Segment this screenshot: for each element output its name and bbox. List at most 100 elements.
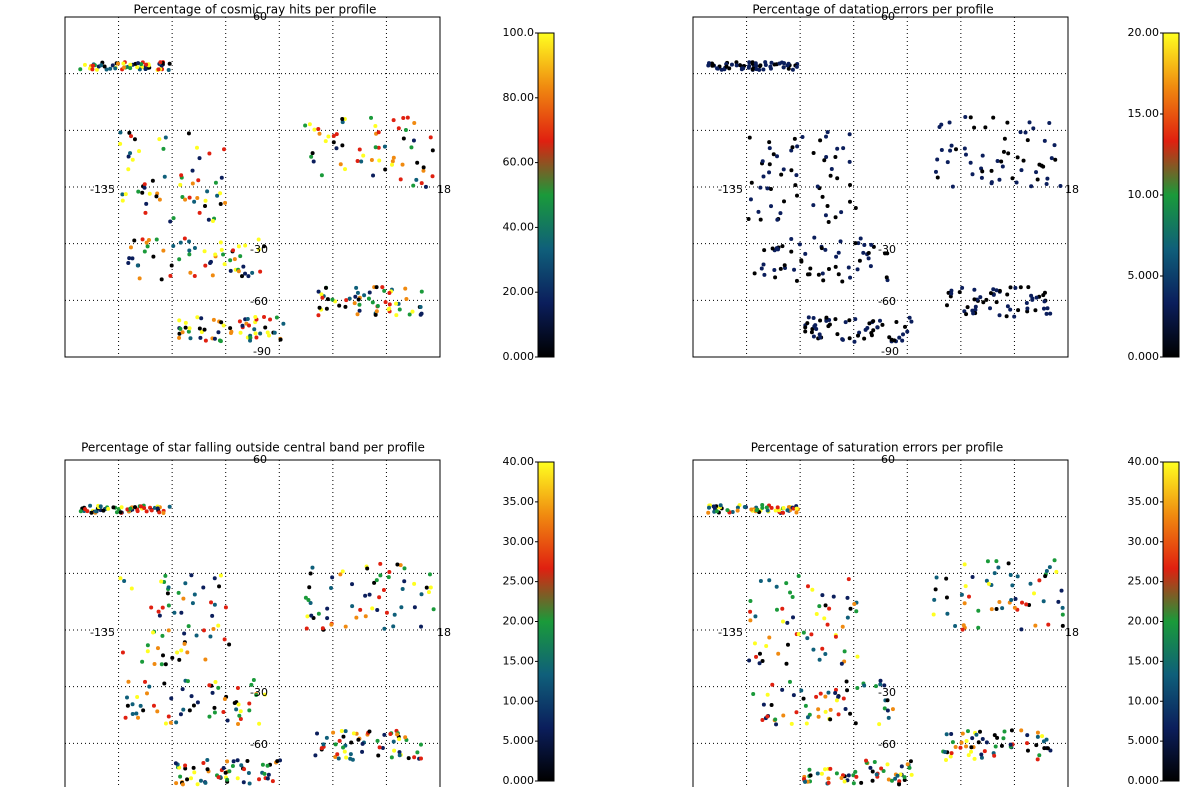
observation-dot xyxy=(767,170,772,175)
observation-dot xyxy=(309,613,314,618)
observation-dot xyxy=(186,624,191,629)
observation-dot xyxy=(1025,733,1030,738)
observation-dot xyxy=(781,506,786,511)
observation-dot xyxy=(215,193,220,198)
observation-dot xyxy=(1009,597,1014,602)
observation-dot xyxy=(1015,574,1020,579)
observation-dot xyxy=(221,252,226,257)
observation-dot xyxy=(1023,130,1028,135)
observation-dot xyxy=(203,204,208,209)
observation-dot xyxy=(862,336,867,341)
observation-dot xyxy=(988,291,993,296)
observation-dot xyxy=(113,66,118,71)
observation-dot xyxy=(786,61,791,66)
observation-dot xyxy=(817,657,822,662)
observation-dot xyxy=(324,306,329,311)
colorbar-tick-label: 60.00 xyxy=(503,156,535,169)
observation-dot xyxy=(1041,739,1046,744)
observation-dot xyxy=(1024,602,1029,607)
observation-dot xyxy=(734,63,739,68)
colorbar xyxy=(1162,32,1180,358)
observation-dot xyxy=(308,600,313,605)
observation-dot xyxy=(306,597,311,602)
observation-dot xyxy=(331,134,336,139)
observation-dot xyxy=(899,764,904,769)
observation-dot xyxy=(949,751,954,756)
observation-dot xyxy=(236,244,241,249)
observation-dot xyxy=(1018,285,1023,290)
observation-dot xyxy=(340,569,345,574)
observation-dot xyxy=(833,634,838,639)
observation-dot xyxy=(805,321,810,326)
observation-dot xyxy=(1039,163,1044,168)
observation-dot xyxy=(1025,138,1030,143)
observation-dot xyxy=(338,572,343,577)
observation-dot xyxy=(419,311,424,316)
observation-dot xyxy=(882,683,887,688)
observation-dot xyxy=(412,120,417,125)
observation-dot xyxy=(836,250,841,255)
observation-dot xyxy=(163,721,168,726)
observation-dot xyxy=(159,579,164,584)
observation-dot xyxy=(812,324,817,329)
observation-dot xyxy=(984,740,989,745)
observation-dot xyxy=(972,756,977,761)
observation-dot xyxy=(143,67,148,72)
observation-dot xyxy=(1049,156,1054,161)
observation-dot xyxy=(317,131,322,136)
observation-dot xyxy=(216,330,221,335)
observation-dot xyxy=(908,759,913,764)
observation-dot xyxy=(268,317,273,322)
observation-dot xyxy=(965,305,970,310)
observation-dot xyxy=(770,682,775,687)
colorbar-tick-label: 40.00 xyxy=(503,220,535,233)
observation-dot xyxy=(329,622,334,627)
observation-dot xyxy=(143,210,148,215)
observation-dot xyxy=(238,709,243,714)
observation-dot xyxy=(124,695,129,700)
observation-dot xyxy=(856,241,861,246)
observation-dot xyxy=(789,168,794,173)
observation-dot xyxy=(772,268,777,273)
observation-dot xyxy=(135,509,140,514)
observation-dot xyxy=(984,578,989,583)
observation-dot xyxy=(168,720,173,725)
observation-dot xyxy=(1009,728,1014,733)
observation-dot xyxy=(823,694,828,699)
observation-dot xyxy=(397,737,402,742)
observation-dot xyxy=(235,686,240,691)
observation-dot xyxy=(381,588,386,593)
observation-dot xyxy=(110,63,115,68)
observation-dot xyxy=(155,506,160,511)
map-label: -90 xyxy=(253,345,271,358)
observation-dot xyxy=(305,614,310,619)
observation-dot xyxy=(823,247,828,252)
observation-dot xyxy=(140,659,145,664)
observation-dot xyxy=(986,581,991,586)
observation-dot xyxy=(848,275,853,280)
observation-dot xyxy=(262,771,267,776)
observation-dot xyxy=(247,781,252,786)
observation-dot xyxy=(1025,741,1030,746)
observation-dot xyxy=(856,333,861,338)
observation-dot xyxy=(391,155,396,160)
colorbar-tick-label: 100.0 xyxy=(503,26,535,39)
observation-dot xyxy=(190,168,195,173)
observation-dot xyxy=(421,168,426,173)
colorbar-tick-label: 0.000 xyxy=(1128,774,1160,787)
observation-dot xyxy=(378,561,383,566)
observation-dot xyxy=(774,722,779,727)
observation-dot xyxy=(185,679,190,684)
observation-dot xyxy=(260,762,265,767)
observation-dot xyxy=(729,62,734,67)
observation-dot xyxy=(411,138,416,143)
observation-dot xyxy=(747,135,752,140)
observation-dot xyxy=(367,290,372,295)
observation-dot xyxy=(132,137,137,142)
observation-dot xyxy=(757,661,762,666)
observation-dot xyxy=(167,61,172,66)
observation-dot xyxy=(203,263,208,268)
observation-dot xyxy=(151,703,156,708)
observation-dot xyxy=(834,771,839,776)
observation-dot xyxy=(251,678,256,683)
